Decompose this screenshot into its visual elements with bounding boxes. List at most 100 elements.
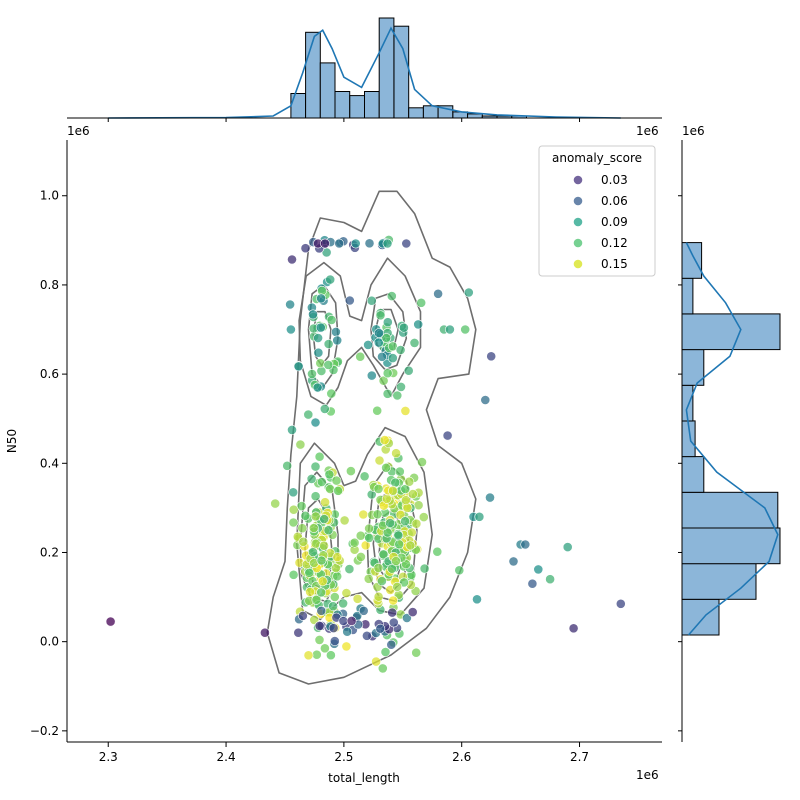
scatter-point <box>341 641 352 652</box>
scatter-point <box>419 563 430 574</box>
scatter-point <box>364 533 375 543</box>
y-axis-label: N50 <box>5 429 19 453</box>
scatter-point <box>378 549 389 560</box>
kde-contour-4 <box>370 293 408 371</box>
scatter-point <box>306 473 317 484</box>
scatter-point <box>320 238 330 249</box>
scatter-point <box>314 635 325 645</box>
top-hist-bar <box>334 91 351 119</box>
scatter-point <box>288 487 299 498</box>
scatter-point <box>393 530 404 541</box>
scatter-point <box>293 627 304 638</box>
scatter-point <box>314 451 325 462</box>
scatter-point <box>331 475 342 486</box>
scatter-point <box>379 435 390 445</box>
scatter-point <box>338 598 348 609</box>
scatter-point <box>358 605 369 616</box>
x-axis-label: total_length <box>328 771 400 785</box>
y-tick-label: −0.2 <box>30 724 59 738</box>
scatter-point <box>382 388 393 399</box>
top-marginal-histogram <box>67 17 662 122</box>
scatter-point <box>328 623 339 633</box>
legend-marker <box>573 217 583 227</box>
kde-contour-0 <box>266 190 477 685</box>
scatter-point <box>382 368 393 379</box>
top-marginal-offset-label-right: 1e6 <box>636 124 659 138</box>
scatter-point <box>417 457 427 467</box>
scatter-point <box>366 295 377 306</box>
scatter-point <box>355 552 366 562</box>
scatter-point <box>386 291 397 301</box>
scatter-point <box>382 317 393 328</box>
scatter-point <box>376 576 387 586</box>
scatter-point <box>307 368 317 379</box>
legend-label: 0.12 <box>601 236 628 250</box>
scatter-point <box>330 326 341 337</box>
scatter-point <box>328 601 338 612</box>
scatter-point <box>358 509 369 520</box>
scatter-point <box>300 243 311 254</box>
x-tick-label: 2.4 <box>217 750 236 764</box>
scatter-point <box>310 491 321 502</box>
top-hist-bar <box>290 93 307 119</box>
right-hist-bar <box>681 527 781 565</box>
scatter-point <box>392 581 403 592</box>
scatter-point <box>332 335 343 346</box>
scatter-point <box>287 254 297 265</box>
y-tick-label: 1.0 <box>40 189 59 203</box>
x-offset-label: 1e6 <box>636 768 659 782</box>
main-axes: 2.3 2.4 2.5 2.6 2.7 −0.2 0.0 0.2 0.4 0.6 0.8 1.0 <box>30 140 662 764</box>
scatter-point <box>381 462 391 473</box>
scatter-point <box>359 471 370 482</box>
right-kde-line <box>685 242 779 636</box>
scatter-point <box>403 365 414 376</box>
scatter-point <box>394 466 405 477</box>
scatter-point <box>324 469 335 480</box>
right-hist-bar <box>681 277 694 315</box>
scatter-point <box>316 477 327 487</box>
kde-contour-1 <box>298 257 422 407</box>
scatter-point <box>350 238 361 249</box>
x-tick-label: 2.6 <box>452 750 471 764</box>
scatter-point <box>409 337 420 348</box>
scatter-point <box>400 516 410 527</box>
scatter-point <box>311 649 322 660</box>
scatter-point <box>416 297 427 308</box>
legend-label: 0.15 <box>601 257 628 271</box>
scatter-point <box>342 626 353 637</box>
scatter-point <box>385 518 395 528</box>
scatter-point <box>400 495 411 506</box>
scatter-point <box>310 511 321 522</box>
scatter-point <box>474 511 485 522</box>
scatter-point <box>387 353 398 363</box>
scatter-point <box>377 351 387 362</box>
scatter-point <box>105 616 116 627</box>
scatter-point <box>344 564 355 574</box>
scatter-point <box>391 448 401 459</box>
scatter-point <box>480 395 491 405</box>
scatter-point <box>401 238 412 249</box>
scatter-point <box>338 616 349 626</box>
scatter-point <box>293 361 304 372</box>
scatter-point <box>297 523 308 534</box>
scatter-point <box>390 477 401 488</box>
y-tick-label: 0.4 <box>40 456 59 470</box>
legend-marker <box>573 259 583 269</box>
legend-frame <box>538 145 656 277</box>
scatter-point <box>319 514 330 524</box>
scatter-point <box>295 439 306 450</box>
scatter-point <box>308 547 318 557</box>
scatter-point <box>339 515 350 526</box>
scatter-point <box>374 455 385 466</box>
top-hist-bar <box>319 62 336 119</box>
scatter-point <box>382 238 393 249</box>
scatter-point <box>319 403 330 414</box>
scatter-point <box>545 574 555 585</box>
scatter-point <box>298 536 309 547</box>
y-tick-label: 0.6 <box>40 367 59 381</box>
scatter-point <box>305 587 315 597</box>
scatter-point <box>310 538 321 549</box>
y-tick-label: 0.2 <box>40 545 59 559</box>
legend-marker <box>573 175 583 185</box>
scatter-point <box>270 498 281 509</box>
